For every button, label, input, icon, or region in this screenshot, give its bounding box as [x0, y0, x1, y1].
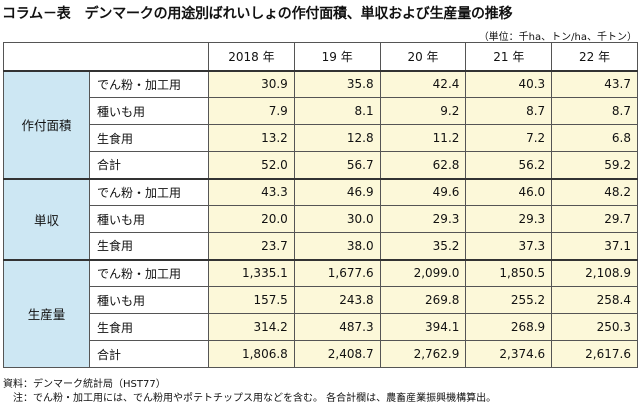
value-cell: 43.3: [208, 177, 295, 206]
value-cell: 43.7: [551, 70, 638, 98]
value-cell: 1,850.5: [465, 258, 553, 287]
value-cell: 6.8: [551, 124, 638, 152]
item-cell: 生食用: [89, 232, 209, 260]
title-label: コラム－表: [2, 6, 71, 22]
value-cell: 2,099.0: [379, 258, 467, 287]
item-cell: でん粉・加工用: [89, 177, 209, 206]
item-cell: でん粉・加工用: [89, 258, 209, 287]
category-cell: 作付面積: [3, 70, 90, 179]
table-row: 種いも用 157.5 243.8 269.8 255.2 258.4: [4, 286, 638, 314]
unit-note: （単位：千ha、トン/ha、千トン）: [478, 32, 637, 43]
table-row: 単収 でん粉・加工用 43.3 46.9 49.6 46.0 48.2: [3, 177, 638, 260]
item-cell: 種いも用: [89, 97, 209, 125]
table-row: 種いも用 7.9 8.1 9.2 8.7 8.7: [4, 97, 638, 125]
table-row: 作付面積 でん粉・加工用 30.9 35.8 42.4 40.3 43.7: [3, 70, 638, 179]
value-cell: 48.2: [551, 177, 638, 206]
value-cell: 7.2: [465, 124, 553, 152]
value-cell: 1,677.6: [293, 258, 381, 287]
category-cell: 生産量: [3, 258, 90, 368]
value-cell: 9.2: [379, 97, 467, 125]
table-row: 生食用 314.2 487.3 394.1 268.9 250.3: [4, 313, 638, 341]
table-row: 生産量 でん粉・加工用 1,335.1 1,677.6 2,099.0 1,85…: [3, 258, 638, 368]
corner-cell: [3, 42, 209, 72]
value-cell: 30.9: [208, 70, 295, 98]
value-cell: 38.0: [293, 232, 381, 260]
item-cell: 種いも用: [89, 286, 209, 314]
value-cell: 157.5: [208, 286, 295, 314]
value-cell: 37.3: [465, 232, 553, 260]
value-cell: 29.3: [379, 205, 467, 233]
value-cell: 268.9: [465, 313, 553, 341]
column-header: 2018 年: [208, 42, 295, 72]
value-cell: 20.0: [208, 205, 295, 233]
item-cell: 生食用: [89, 124, 209, 152]
value-cell: 2,374.6: [465, 340, 553, 368]
value-cell: 11.2: [379, 124, 467, 152]
value-cell: 258.4: [551, 286, 638, 314]
value-cell: 394.1: [379, 313, 467, 341]
value-cell: 52.0: [208, 151, 295, 179]
column-header: 22 年: [551, 42, 638, 72]
value-cell: 62.8: [379, 151, 467, 179]
value-cell: 243.8: [293, 286, 381, 314]
value-cell: 8.7: [465, 97, 553, 125]
value-cell: 59.2: [551, 151, 638, 179]
table-row: 種いも用 20.0 30.0 29.3 29.3 29.7: [4, 205, 638, 233]
value-cell: 29.3: [465, 205, 553, 233]
item-cell: でん粉・加工用: [89, 70, 209, 98]
value-cell: 12.8: [293, 124, 381, 152]
table-row: 生食用 13.2 12.8 11.2 7.2 6.8: [4, 124, 638, 152]
value-cell: 250.3: [551, 313, 638, 341]
value-cell: 56.7: [293, 151, 381, 179]
value-cell: 49.6: [379, 177, 467, 206]
item-cell: 合計: [89, 340, 209, 368]
header-row: 2018 年 19 年 20 年 21 年 22 年: [3, 42, 638, 72]
table-row: 合計 1,806.8 2,408.7 2,762.9 2,374.6 2,617…: [4, 340, 638, 368]
column-header: 19 年: [293, 42, 381, 72]
value-cell: 2,408.7: [293, 340, 381, 368]
item-cell: 生食用: [89, 313, 209, 341]
value-cell: 30.0: [293, 205, 381, 233]
value-cell: 7.9: [208, 97, 295, 125]
value-cell: 255.2: [465, 286, 553, 314]
value-cell: 487.3: [293, 313, 381, 341]
column-header: 20 年: [379, 42, 467, 72]
value-cell: 2,108.9: [551, 258, 638, 287]
item-cell: 合計: [89, 151, 209, 179]
footnote: 注：でん粉・加工用には、でん粉用やポテトチップス用などを含む。 各合計欄は、農畜…: [3, 393, 497, 404]
title-text: デンマークの用途別ばれいしょの作付面積、単収および生産量の推移: [84, 6, 513, 22]
value-cell: 269.8: [379, 286, 467, 314]
value-cell: 42.4: [379, 70, 467, 98]
value-cell: 8.7: [551, 97, 638, 125]
value-cell: 37.1: [551, 232, 638, 260]
page-title: コラム－表 デンマークの用途別ばれいしょの作付面積、単収および生産量の推移: [2, 3, 638, 23]
source-note: 資料：デンマーク統計局（HST77）: [3, 379, 166, 390]
value-cell: 46.9: [293, 177, 381, 206]
table-row: 生食用 23.7 38.0 35.2 37.3 37.1: [4, 232, 638, 260]
category-cell: 単収: [3, 177, 90, 260]
value-cell: 23.7: [208, 232, 295, 260]
value-cell: 2,617.6: [551, 340, 638, 368]
value-cell: 56.2: [465, 151, 553, 179]
footnotes: 資料：デンマーク統計局（HST77） 注：でん粉・加工用には、でん粉用やポテトチ…: [3, 378, 496, 406]
value-cell: 1,335.1: [208, 258, 295, 287]
value-cell: 13.2: [208, 124, 295, 152]
value-cell: 2,762.9: [379, 340, 467, 368]
table-row: 合計 52.0 56.7 62.8 56.2 59.2: [4, 151, 638, 179]
potato-data-table: 2018 年 19 年 20 年 21 年 22 年 作付面積 でん粉・加工用 …: [3, 42, 638, 368]
value-cell: 35.8: [293, 70, 381, 98]
value-cell: 40.3: [465, 70, 553, 98]
value-cell: 35.2: [379, 232, 467, 260]
value-cell: 46.0: [465, 177, 553, 206]
value-cell: 8.1: [293, 97, 381, 125]
item-cell: 種いも用: [89, 205, 209, 233]
value-cell: 314.2: [208, 313, 295, 341]
value-cell: 29.7: [551, 205, 638, 233]
value-cell: 1,806.8: [208, 340, 295, 368]
column-header: 21 年: [465, 42, 553, 72]
